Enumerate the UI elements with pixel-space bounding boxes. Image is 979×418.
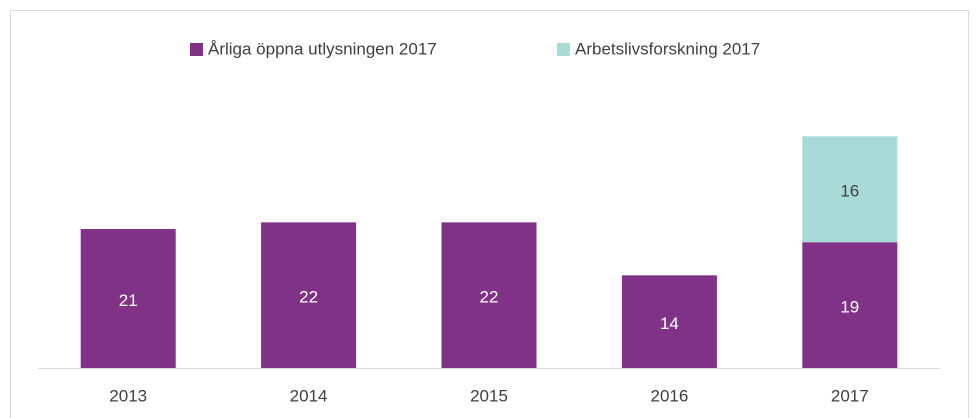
x-tick-label: 2013: [109, 386, 147, 405]
x-tick-label: 2014: [290, 386, 328, 405]
bar: [621, 275, 717, 368]
bar: [441, 222, 537, 368]
data-label: 22: [299, 288, 318, 307]
bar: [802, 136, 898, 243]
data-label: 14: [660, 314, 679, 333]
data-label: 19: [840, 298, 859, 317]
x-tick-label: 2016: [650, 386, 688, 405]
legend-swatch: [190, 43, 203, 56]
legend-label: Årliga öppna utlysningen 2017: [208, 39, 437, 58]
data-label: 21: [119, 291, 138, 310]
x-tick-label: 2015: [470, 386, 508, 405]
bar: [802, 242, 898, 368]
x-tick-label: 2017: [831, 386, 869, 405]
bar: [80, 228, 176, 368]
data-label: 16: [840, 182, 859, 201]
legend-label: Arbetslivsforskning 2017: [575, 39, 760, 58]
legend-swatch: [557, 43, 570, 56]
bar: [261, 222, 357, 368]
data-label: 22: [480, 288, 499, 307]
